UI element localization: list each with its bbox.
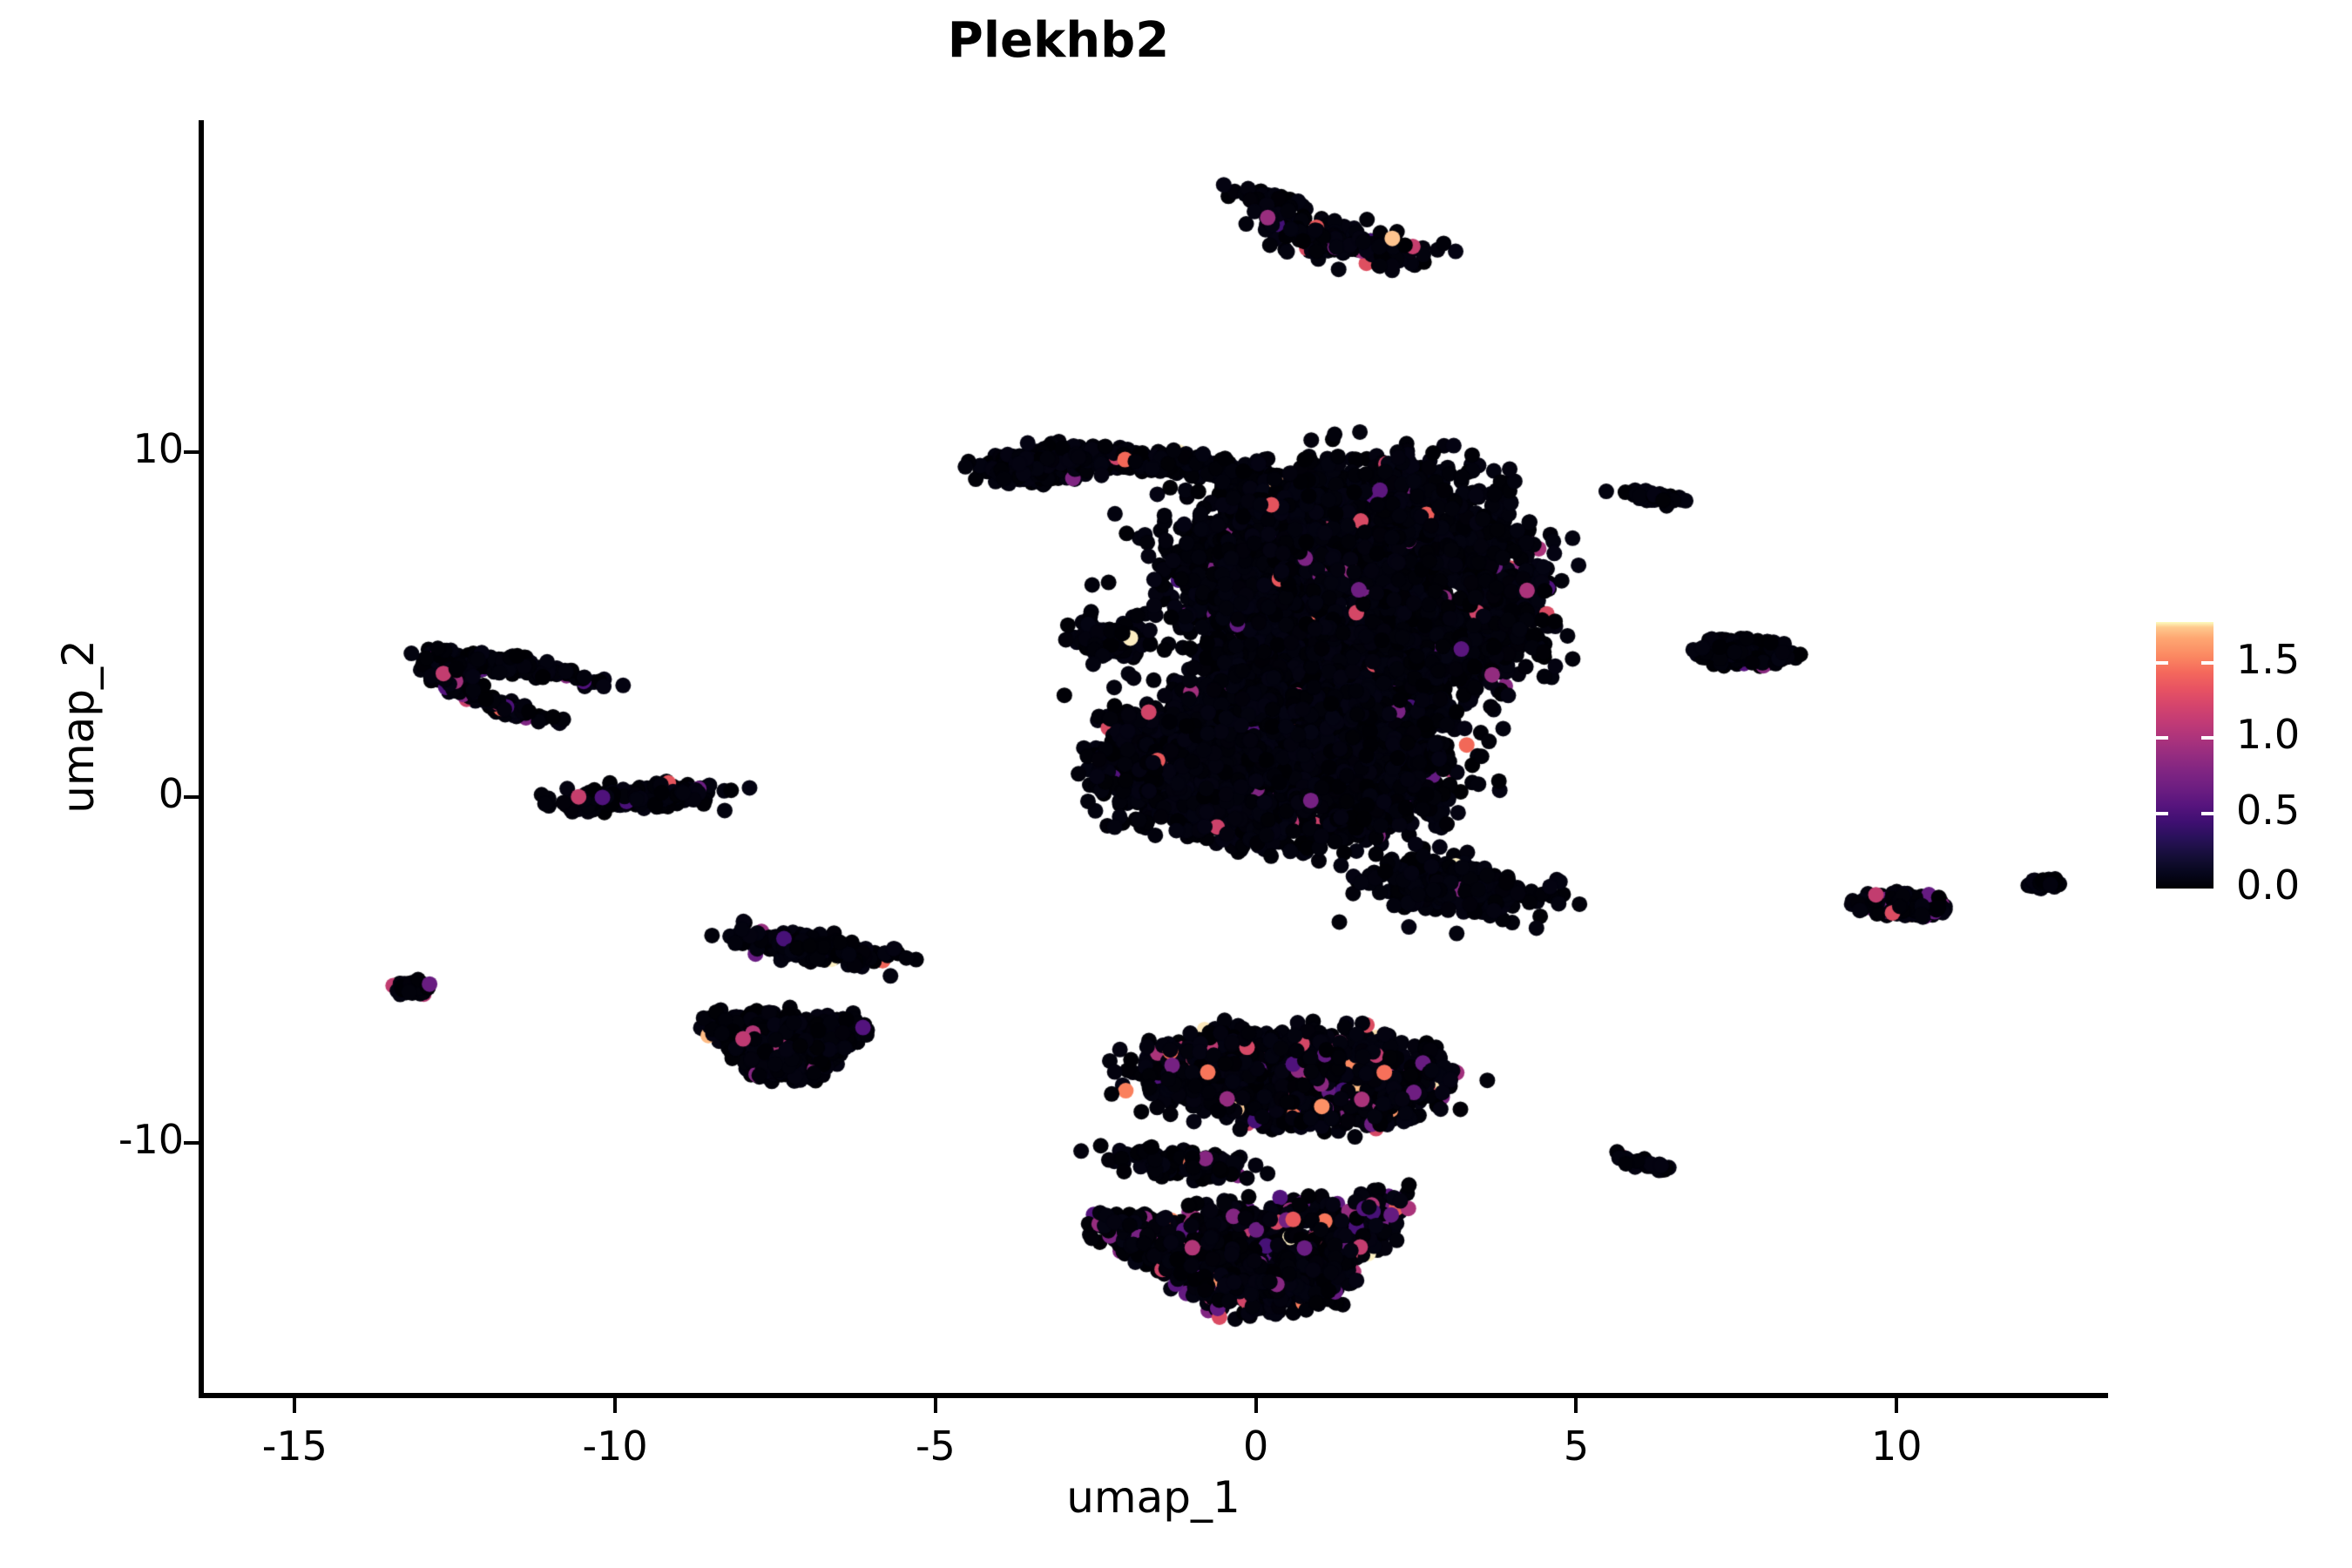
x-tick-label: 10 bbox=[1870, 1423, 1923, 1470]
x-tick-mark bbox=[613, 1398, 618, 1413]
y-tick-mark bbox=[184, 449, 199, 454]
colorbar-tick-mark bbox=[2201, 660, 2213, 665]
x-tick-mark bbox=[293, 1398, 297, 1413]
page-title: Plekhb2 bbox=[947, 12, 1170, 69]
x-tick-mark bbox=[1574, 1398, 1578, 1413]
colorbar-gradient bbox=[2156, 622, 2213, 889]
colorbar-tick-mark bbox=[2156, 811, 2168, 815]
colorbar-tick-mark bbox=[2201, 736, 2213, 740]
y-tick-label: 10 bbox=[132, 424, 184, 472]
colorbar-tick-label: 0.0 bbox=[2236, 862, 2301, 909]
scatter-data-layer bbox=[199, 120, 2108, 1398]
y-tick-label: -10 bbox=[118, 1115, 184, 1163]
x-tick-label: -10 bbox=[582, 1423, 648, 1470]
colorbar-tick-label: 1.0 bbox=[2236, 711, 2301, 759]
x-tick-mark bbox=[933, 1398, 937, 1413]
x-tick-label: -5 bbox=[915, 1423, 956, 1470]
y-tick-mark bbox=[184, 795, 199, 800]
y-tick-label: 0 bbox=[158, 770, 184, 818]
x-tick-label: 0 bbox=[1243, 1423, 1269, 1470]
colorbar-tick-mark bbox=[2201, 811, 2213, 815]
colorbar-tick-mark bbox=[2156, 736, 2168, 740]
x-axis-label: umap_1 bbox=[1066, 1472, 1240, 1523]
y-axis-label: umap_2 bbox=[53, 639, 104, 814]
colorbar-tick-mark bbox=[2156, 660, 2168, 665]
colorbar-tick-label: 0.5 bbox=[2236, 786, 2301, 834]
colorbar: 1.5 1.0 0.5 0.0 bbox=[2156, 622, 2300, 909]
y-tick-mark bbox=[184, 1140, 199, 1145]
plot-axes: -15 -10 -5 0 5 10 10 0 -10 bbox=[118, 120, 2108, 1470]
colorbar-tick-label: 1.5 bbox=[2236, 635, 2301, 683]
scatter-points-canvas bbox=[199, 120, 2108, 1398]
x-tick-mark bbox=[1895, 1398, 1899, 1413]
x-tick-label: -15 bbox=[261, 1423, 328, 1470]
x-tick-label: 5 bbox=[1563, 1423, 1590, 1470]
x-tick-mark bbox=[1254, 1398, 1258, 1413]
